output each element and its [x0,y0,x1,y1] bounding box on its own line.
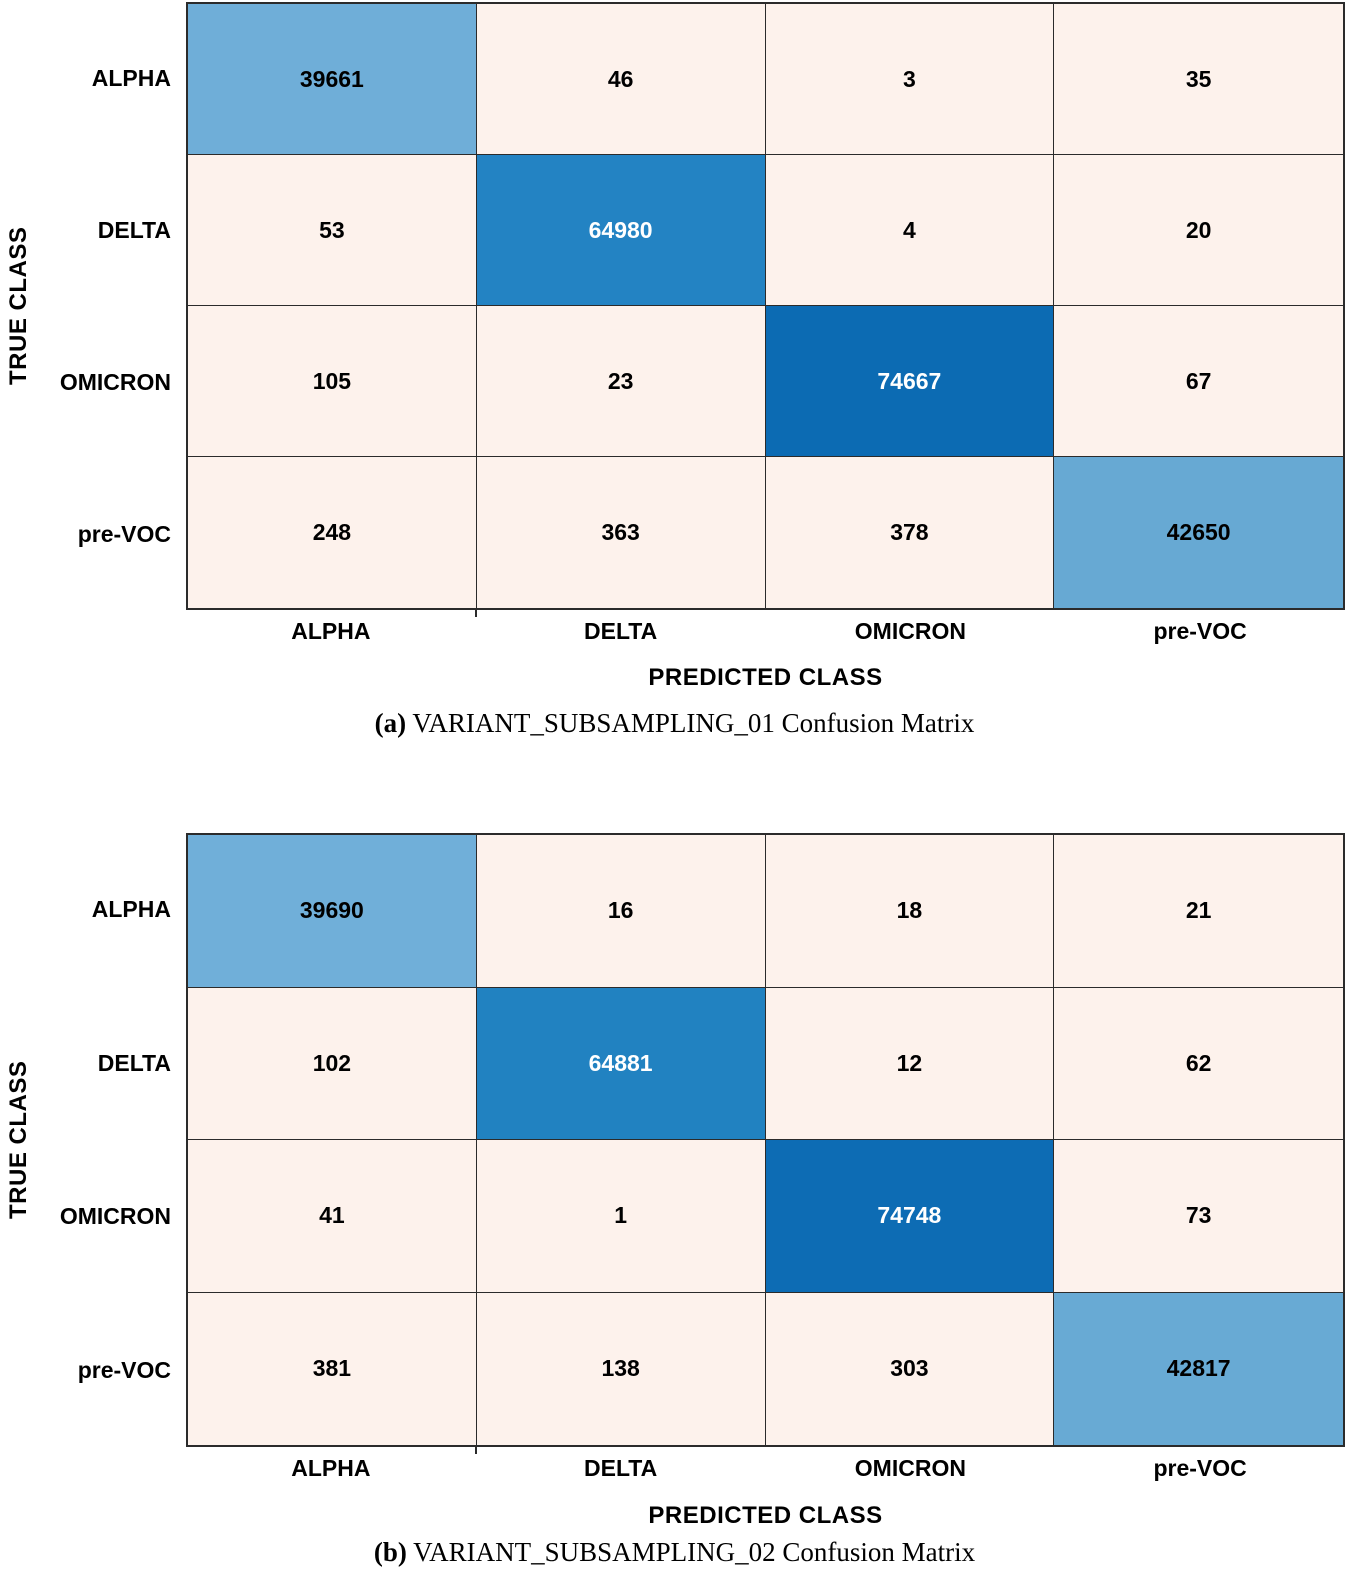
matrix-cell-OMICRON-OMICRON: 74748 [765,1140,1055,1293]
x-tick-label-DELTA: DELTA [584,618,658,644]
matrix-cell-ALPHA-ALPHA: 39690 [188,835,477,988]
x-axis-title: PREDICTED CLASS [648,1502,883,1529]
y-tick-labels: ALPHA DELTA OMICRON pre-VOC [38,833,178,1447]
matrix-cell-DELTA-ALPHA: 53 [188,155,477,306]
y-tick-labels: ALPHA DELTA OMICRON pre-VOC [38,2,178,610]
matrix-cell-OMICRON-ALPHA: 41 [188,1140,477,1293]
y-tick-label-DELTA: DELTA [97,216,171,243]
x-axis-title: PREDICTED CLASS [648,664,883,691]
x-tick-label-ALPHA: ALPHA [291,1455,371,1481]
matrix-cell-DELTA-pre-VOC: 62 [1054,987,1343,1140]
y-axis-title: TRUE CLASS [5,1060,32,1220]
y-tick-label-DELTA: DELTA [97,1049,171,1076]
matrix-cell-pre-VOC-pre-VOC: 42817 [1054,1292,1343,1445]
y-tick-label-ALPHA: ALPHA [91,64,171,91]
x-axis-tick [475,608,477,617]
matrix-cell-OMICRON-pre-VOC: 67 [1054,306,1343,457]
matrix-cell-ALPHA-OMICRON: 3 [765,4,1055,155]
x-tick-label-pre-VOC: pre-VOC [1153,618,1247,644]
matrix-cell-ALPHA-pre-VOC: 21 [1054,835,1343,988]
x-tick-label-OMICRON: OMICRON [854,618,966,644]
caption-index-label: (b) [373,1537,407,1567]
x-tick-label-DELTA: DELTA [584,1455,658,1481]
figure-caption-a: (a) VARIANT_SUBSAMPLING_01 Confusion Mat… [0,708,1349,739]
y-tick-label-OMICRON: OMICRON [59,1203,171,1230]
matrix-cell-ALPHA-DELTA: 46 [476,4,766,155]
matrix-cell-OMICRON-OMICRON: 74667 [765,306,1055,457]
x-tick-labels: ALPHA DELTA OMICRON pre-VOC [186,1449,1345,1485]
matrix-cell-DELTA-ALPHA: 102 [188,987,477,1140]
matrix-cell-pre-VOC-ALPHA: 381 [188,1292,477,1445]
matrix-cell-OMICRON-pre-VOC: 73 [1054,1140,1343,1293]
matrix-cell-DELTA-DELTA: 64980 [476,155,766,306]
matrix-cell-ALPHA-pre-VOC: 35 [1054,4,1343,155]
x-tick-labels: ALPHA DELTA OMICRON pre-VOC [186,612,1345,648]
y-tick-label-ALPHA: ALPHA [91,896,171,923]
matrix-cell-OMICRON-ALPHA: 105 [188,306,477,457]
matrix-cell-DELTA-OMICRON: 4 [765,155,1055,306]
matrix-cell-pre-VOC-OMICRON: 303 [765,1292,1055,1445]
matrix-cell-ALPHA-DELTA: 16 [476,835,766,988]
caption-index-label: (a) [374,708,407,738]
y-tick-label-pre-VOC: pre-VOC [77,520,171,547]
x-axis-tick [475,1445,477,1454]
matrix-cell-pre-VOC-pre-VOC: 42650 [1054,457,1343,608]
matrix-cell-pre-VOC-DELTA: 363 [476,457,766,608]
matrix-cell-ALPHA-ALPHA: 39661 [188,4,477,155]
figure-caption-b: (b) VARIANT_SUBSAMPLING_02 Confusion Mat… [0,1537,1349,1568]
confusion-matrix-grid-b: 39690 16 18 21 102 64881 12 62 41 1 74748 73 381 138 3… [186,833,1345,1447]
x-tick-label-OMICRON: OMICRON [854,1455,966,1481]
y-tick-label-pre-VOC: pre-VOC [77,1356,171,1383]
confusion-matrix-grid-a: 39661 46 3 35 53 64980 4 20 105 23 74667 67 248 363 37… [186,2,1345,610]
matrix-cell-OMICRON-DELTA: 1 [476,1140,766,1293]
y-axis-title: TRUE CLASS [5,226,32,386]
y-tick-label-OMICRON: OMICRON [59,368,171,395]
caption-text: VARIANT_SUBSAMPLING_02 Confusion Matrix [406,1537,976,1567]
matrix-cell-DELTA-pre-VOC: 20 [1054,155,1343,306]
matrix-cell-OMICRON-DELTA: 23 [476,306,766,457]
caption-text: VARIANT_SUBSAMPLING_01 Confusion Matrix [406,708,975,738]
matrix-cell-pre-VOC-OMICRON: 378 [765,457,1055,608]
x-tick-label-pre-VOC: pre-VOC [1153,1455,1247,1481]
matrix-cell-DELTA-OMICRON: 12 [765,987,1055,1140]
x-tick-label-ALPHA: ALPHA [291,618,371,644]
matrix-cell-pre-VOC-ALPHA: 248 [188,457,477,608]
matrix-cell-DELTA-DELTA: 64881 [476,987,766,1140]
matrix-cell-ALPHA-OMICRON: 18 [765,835,1055,988]
matrix-cell-pre-VOC-DELTA: 138 [476,1292,766,1445]
